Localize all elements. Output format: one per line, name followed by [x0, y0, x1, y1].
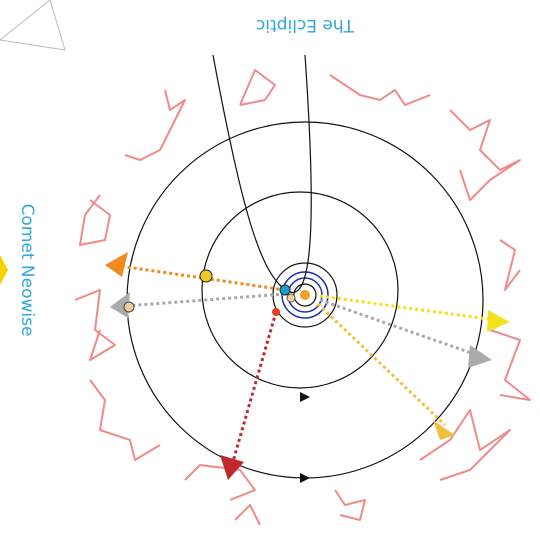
- shape: [232, 312, 276, 465]
- diagram: The Ecliptic Comet Neowise: [0, 0, 540, 539]
- planet: [124, 302, 134, 312]
- shape: [185, 465, 255, 500]
- sun: [300, 290, 310, 300]
- arrowheads: [105, 252, 510, 480]
- shape: [320, 296, 495, 320]
- shape: [90, 380, 160, 460]
- shape: [335, 490, 365, 520]
- direction-arrow: [300, 392, 310, 402]
- shape: [235, 505, 260, 525]
- corner-shape: [0, 0, 65, 50]
- shape: [240, 70, 275, 105]
- shape: [487, 310, 510, 332]
- shape: [80, 195, 110, 245]
- ecliptic-label: The Ecliptic: [256, 15, 355, 35]
- shape: [75, 290, 115, 360]
- shape: [125, 294, 285, 306]
- planet: [200, 270, 212, 282]
- shape: [125, 90, 185, 160]
- direction-arrow: [300, 473, 310, 483]
- page: The Ecliptic Comet Neowise: [0, 0, 540, 539]
- earth: [280, 285, 290, 295]
- comet-orbit: [213, 55, 311, 292]
- planet: [287, 294, 295, 302]
- shape: [450, 110, 520, 200]
- shape: [490, 330, 530, 400]
- comet-label: Comet Neowise: [17, 204, 37, 337]
- shape: [500, 240, 520, 290]
- orbit: [202, 192, 398, 388]
- shape: [105, 252, 128, 277]
- marker: [0, 255, 8, 285]
- shape: [318, 304, 445, 425]
- shape: [468, 345, 492, 368]
- shape: [330, 75, 430, 105]
- planet: [272, 308, 280, 316]
